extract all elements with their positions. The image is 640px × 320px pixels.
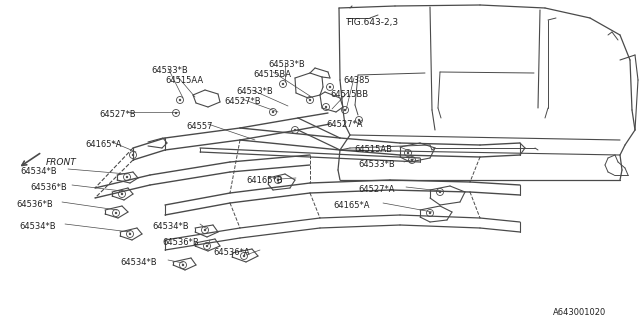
Circle shape bbox=[329, 86, 332, 88]
Circle shape bbox=[439, 191, 441, 193]
Text: 64533*B: 64533*B bbox=[268, 60, 305, 69]
Text: 64536*A: 64536*A bbox=[213, 248, 250, 257]
Circle shape bbox=[324, 106, 327, 108]
Text: 64515AB: 64515AB bbox=[354, 145, 392, 154]
Text: 64515AA: 64515AA bbox=[165, 76, 203, 85]
Text: 64534*B: 64534*B bbox=[20, 167, 56, 176]
Circle shape bbox=[272, 111, 274, 113]
Text: 64557: 64557 bbox=[186, 122, 212, 131]
Text: 64527*A: 64527*A bbox=[326, 120, 362, 129]
Text: 64536*B: 64536*B bbox=[162, 238, 199, 247]
Text: 64385: 64385 bbox=[343, 76, 370, 85]
Circle shape bbox=[126, 176, 128, 178]
Circle shape bbox=[294, 129, 296, 131]
Circle shape bbox=[282, 83, 284, 85]
Circle shape bbox=[344, 109, 346, 111]
Text: 64515BB: 64515BB bbox=[330, 90, 368, 99]
Circle shape bbox=[277, 179, 279, 181]
Circle shape bbox=[206, 245, 208, 247]
Text: 64527*A: 64527*A bbox=[358, 185, 394, 194]
Text: 64533*B: 64533*B bbox=[236, 87, 273, 96]
Circle shape bbox=[407, 152, 409, 154]
Circle shape bbox=[179, 99, 181, 101]
Circle shape bbox=[129, 233, 131, 235]
Circle shape bbox=[182, 264, 184, 266]
Text: 64534*B: 64534*B bbox=[120, 258, 157, 267]
Text: 64527*B: 64527*B bbox=[224, 97, 260, 106]
Text: 64165*A: 64165*A bbox=[333, 201, 369, 210]
Circle shape bbox=[121, 193, 123, 195]
Text: 64527*B: 64527*B bbox=[99, 110, 136, 119]
Text: A643001020: A643001020 bbox=[553, 308, 606, 317]
Circle shape bbox=[411, 159, 413, 161]
Circle shape bbox=[358, 119, 360, 121]
Text: FIG.643-2,3: FIG.643-2,3 bbox=[346, 18, 398, 27]
Text: 64165*A: 64165*A bbox=[85, 140, 122, 149]
Circle shape bbox=[243, 255, 245, 257]
Circle shape bbox=[132, 154, 134, 156]
Circle shape bbox=[115, 212, 117, 214]
Text: 64536*B: 64536*B bbox=[16, 200, 52, 209]
Text: FRONT: FRONT bbox=[46, 158, 77, 167]
Text: 64534*B: 64534*B bbox=[19, 222, 56, 231]
Circle shape bbox=[429, 212, 431, 214]
Text: 64533*B: 64533*B bbox=[358, 160, 395, 169]
Text: 64536*B: 64536*B bbox=[30, 183, 67, 192]
Text: 64533*B: 64533*B bbox=[151, 66, 188, 75]
Text: 64515BA: 64515BA bbox=[253, 70, 291, 79]
Circle shape bbox=[175, 112, 177, 114]
Circle shape bbox=[309, 99, 311, 101]
Text: 64165*B: 64165*B bbox=[246, 176, 283, 185]
Text: 64534*B: 64534*B bbox=[152, 222, 189, 231]
Circle shape bbox=[204, 229, 206, 231]
